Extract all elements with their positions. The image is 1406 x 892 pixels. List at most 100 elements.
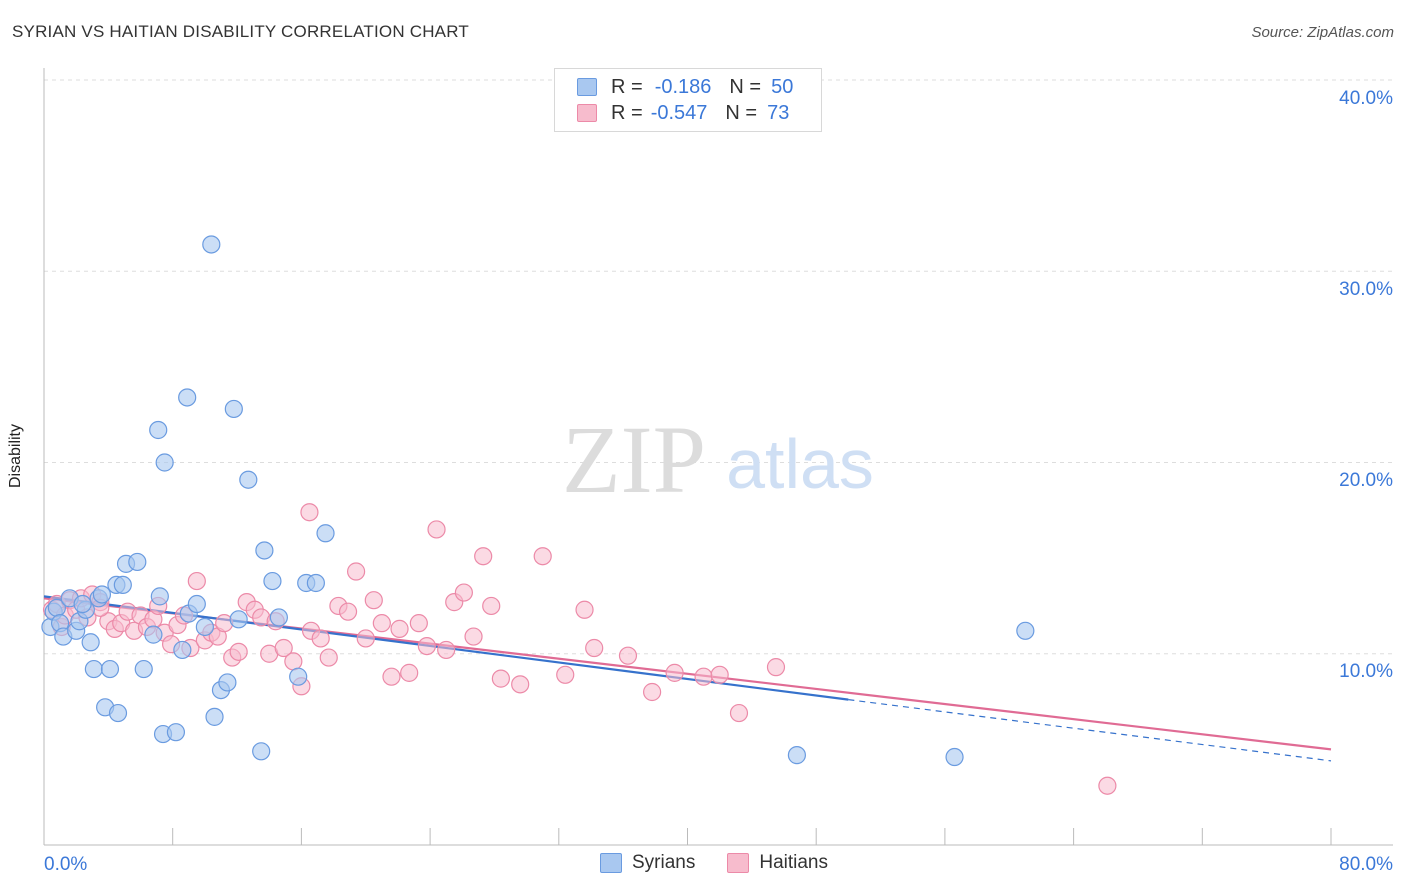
- haitians-point: [229, 642, 248, 661]
- haitians-point: [382, 667, 401, 686]
- n-value-syrians: 50: [771, 75, 794, 98]
- stats-box: R = -0.186 N = 50 R = -0.547 N = 73: [554, 68, 822, 132]
- y-tick-label-10: 10.0%: [1339, 661, 1393, 682]
- syrians-point: [84, 659, 103, 679]
- syrians-point: [81, 633, 100, 652]
- syrians-point: [263, 571, 282, 591]
- haitians-point: [766, 658, 786, 677]
- x-tick-label-min: 0.0%: [44, 854, 87, 875]
- haitians-point: [482, 596, 501, 616]
- haitians-swatch: [577, 104, 597, 122]
- syrians-point: [92, 585, 112, 604]
- stats-row-syrians: R = -0.186 N = 50: [577, 75, 793, 99]
- y-tick-label-30: 30.0%: [1339, 279, 1393, 300]
- haitians-point: [511, 675, 530, 694]
- haitians-point: [284, 652, 303, 671]
- x-tick-label-max: 80.0%: [1339, 854, 1393, 875]
- syrians-point: [205, 707, 224, 726]
- haitians-point: [710, 665, 729, 684]
- watermark-atlas: atlas: [726, 425, 874, 503]
- r-label: R =: [611, 101, 643, 124]
- n-value-haitians: 73: [767, 101, 790, 124]
- y-tick-label-40: 40.0%: [1339, 88, 1393, 109]
- syrians-point: [255, 541, 274, 560]
- haitians-point: [274, 638, 293, 658]
- syrians-point: [316, 524, 335, 543]
- legend-swatch-haitians: [727, 853, 750, 873]
- syrians-point: [306, 573, 325, 593]
- haitians-point: [364, 591, 383, 610]
- haitians-point: [300, 503, 319, 522]
- watermark-zip: ZIP: [562, 406, 706, 513]
- tick-labels: 0.0% 80.0% 10.0% 20.0% 30.0% 40.0%: [44, 88, 1393, 875]
- haitians-point: [390, 619, 409, 638]
- axes: [43, 68, 1393, 846]
- syrians-point: [252, 742, 271, 761]
- syrians-point: [113, 575, 132, 595]
- syrians-point: [173, 640, 192, 660]
- syrians-trend-extension: [848, 699, 1332, 762]
- grid-lines: [44, 79, 1393, 655]
- haitians-point: [437, 640, 456, 660]
- chart-title: SYRIAN VS HAITIAN DISABILITY CORRELATION…: [12, 22, 469, 41]
- haitians-point: [338, 602, 358, 621]
- syrians-point: [134, 659, 153, 679]
- source-label: Source: ZipAtlas.com: [1251, 24, 1394, 41]
- syrians-point: [787, 746, 806, 765]
- syrians-point: [195, 617, 214, 637]
- legend-swatch-syrians: [600, 853, 622, 873]
- syrians-point: [269, 608, 288, 627]
- syrians-point: [239, 470, 258, 489]
- syrians-point: [945, 747, 964, 767]
- haitians-point: [575, 600, 594, 619]
- syrians-point: [187, 594, 206, 614]
- haitians-point: [665, 663, 684, 682]
- stats-row-haitians: R = -0.547 N = 73: [577, 101, 789, 125]
- n-label: N =: [725, 101, 758, 124]
- haitians-point: [454, 583, 473, 602]
- haitians-point: [356, 629, 375, 648]
- r-value-syrians: -0.186: [654, 75, 712, 98]
- syrians-point: [289, 667, 308, 686]
- syrians-point: [178, 388, 197, 407]
- syrians-point: [1016, 621, 1035, 640]
- haitians-point: [319, 648, 338, 667]
- haitians-point: [618, 646, 638, 665]
- haitians-point: [694, 667, 713, 686]
- legend-label-syrians: Syrians: [632, 852, 696, 873]
- syrians-points: [41, 235, 1035, 767]
- syrians-point: [100, 659, 120, 679]
- legend: Syrians Haitians: [600, 852, 860, 874]
- haitians-point: [556, 665, 575, 684]
- syrians-point: [218, 673, 237, 692]
- haitians-point: [1098, 776, 1117, 795]
- haitians-point: [533, 547, 552, 566]
- haitians-point: [729, 703, 749, 723]
- legend-item-haitians[interactable]: Haitians: [727, 852, 828, 874]
- r-label: R =: [611, 75, 643, 98]
- haitians-point: [346, 562, 366, 581]
- haitians-point: [417, 636, 436, 656]
- haitians-point: [491, 669, 510, 688]
- watermark: ZIP atlas: [562, 406, 874, 513]
- syrians-point: [149, 420, 168, 440]
- syrians-point: [166, 723, 186, 742]
- n-label: N =: [729, 75, 762, 98]
- syrians-point: [150, 587, 169, 606]
- syrians-point: [144, 625, 163, 644]
- haitians-point: [474, 547, 493, 566]
- legend-label-haitians: Haitians: [759, 852, 829, 873]
- haitians-point: [187, 571, 206, 591]
- haitians-point: [464, 627, 483, 646]
- syrians-point: [73, 594, 92, 614]
- haitians-point: [427, 520, 446, 539]
- y-tick-label-20: 20.0%: [1339, 470, 1393, 491]
- syrians-swatch: [577, 78, 597, 96]
- haitians-point: [311, 629, 330, 648]
- syrians-point: [108, 703, 128, 723]
- syrians-point: [155, 453, 174, 472]
- syrians-point: [128, 552, 147, 572]
- legend-item-syrians[interactable]: Syrians: [600, 852, 695, 874]
- r-value-haitians: -0.547: [650, 101, 708, 124]
